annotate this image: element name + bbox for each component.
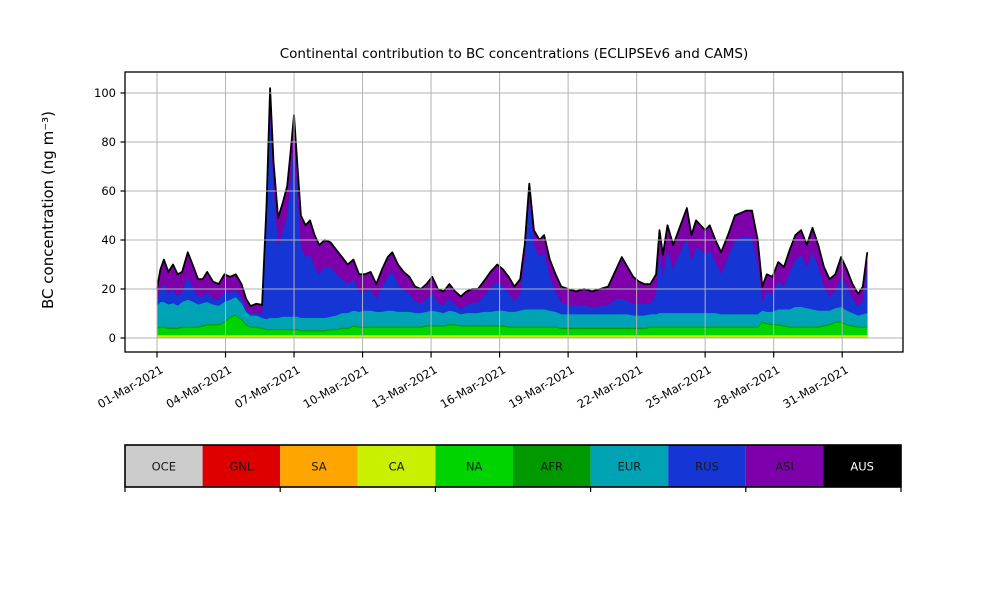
y-tick-label: 40 (101, 233, 116, 247)
area-rus (157, 117, 868, 338)
legend-swatch-gnl (202, 445, 281, 487)
x-tick-label: 25-Mar-2021 (643, 362, 713, 411)
legend-label-asi: ASI (775, 460, 794, 474)
y-axis-label: BC concentration (ng m⁻³) (39, 111, 57, 309)
legend-swatch-eur (590, 445, 669, 487)
legend-swatch-afr (513, 445, 591, 487)
legend-label-sa: SA (311, 460, 327, 474)
legend-swatch-ca (357, 445, 436, 487)
x-tick-label: 28-Mar-2021 (712, 362, 782, 411)
legend-label-ca: CA (389, 460, 405, 474)
legend-label-aus: AUS (850, 460, 874, 474)
legend-label-gnl: GNL (229, 460, 254, 474)
legend-swatch-rus (668, 445, 746, 487)
legend-label-oce: OCE (152, 460, 176, 474)
x-tick-label: 16-Mar-2021 (438, 362, 508, 411)
x-tick-label: 13-Mar-2021 (369, 362, 439, 411)
legend-swatch-sa (280, 445, 358, 487)
total-line (156, 87, 869, 307)
y-tick-label: 80 (101, 135, 116, 149)
y-tick-label: 60 (101, 184, 116, 198)
x-tick-label: 31-Mar-2021 (780, 362, 850, 411)
plot-frame (124, 71, 904, 353)
legend-swatch-aus (823, 445, 901, 487)
x-tick-label: 10-Mar-2021 (301, 362, 371, 411)
legend-label-eur: EUR (618, 460, 642, 474)
legend-swatch-na (435, 445, 513, 487)
legend-frame (124, 444, 902, 488)
legend-label-afr: AFR (541, 460, 563, 474)
y-tick-label: 20 (101, 282, 116, 296)
legend-label-na: NA (466, 460, 483, 474)
chart-title: Continental contribution to BC concentra… (279, 46, 749, 62)
y-tick-label: 0 (109, 331, 116, 345)
legend-swatch-oce (125, 445, 203, 487)
x-tick-label: 04-Mar-2021 (164, 362, 234, 411)
x-tick-label: 22-Mar-2021 (575, 362, 645, 411)
legend-swatch-asi (745, 445, 824, 487)
x-tick-label: 01-Mar-2021 (95, 362, 165, 411)
area-na (157, 315, 868, 338)
legend-label-rus: RUS (695, 460, 719, 474)
x-tick-label: 19-Mar-2021 (506, 362, 576, 411)
y-tick-label: 100 (94, 86, 116, 100)
x-tick-label: 07-Mar-2021 (232, 362, 302, 411)
